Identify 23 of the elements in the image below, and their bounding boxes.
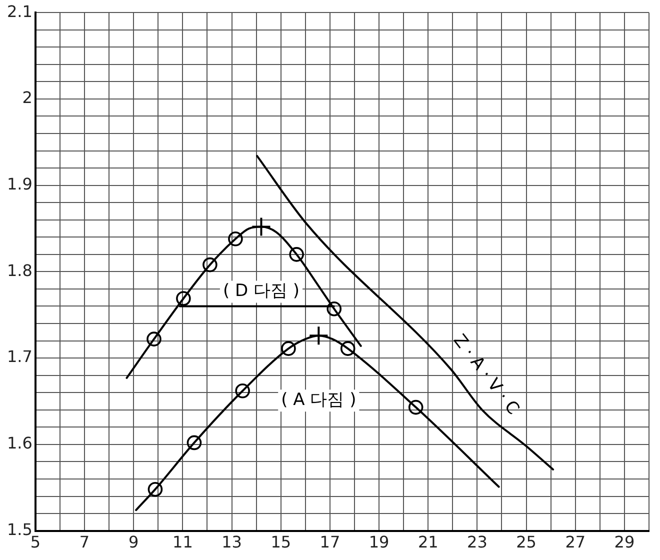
x-tick-label: 17 [320,532,340,552]
x-tick-label: 11 [172,532,193,552]
y-tick-label: 2 [22,88,32,108]
x-tick-label: 9 [128,532,139,552]
x-tick-label: 19 [368,532,390,552]
text: Z · A · V · C [449,330,524,419]
y-tick-label: 2.1 [6,2,32,21]
x-tick-label: 15 [270,532,292,552]
x-tick-label: 21 [418,532,438,552]
y-tick-label: 1.5 [6,520,32,539]
series-label: ( A 다짐 ) [281,390,356,410]
x-tick-label: 13 [222,532,242,552]
y-tick-label: 1.6 [6,434,32,453]
x-tick-label: 5 [30,532,41,552]
series-label: ( D 다짐 ) [222,281,300,302]
y-tick-label: 1.9 [6,174,32,194]
x-tick-label: 29 [614,532,635,552]
x-tick-label: 7 [79,532,90,552]
y-tick-label: 1.8 [6,260,32,280]
x-tick-label: 23 [467,532,488,552]
x-tick-label: 27 [565,532,586,552]
y-tick-label: 1.7 [6,347,32,366]
x-tick-label: 25 [516,532,536,552]
